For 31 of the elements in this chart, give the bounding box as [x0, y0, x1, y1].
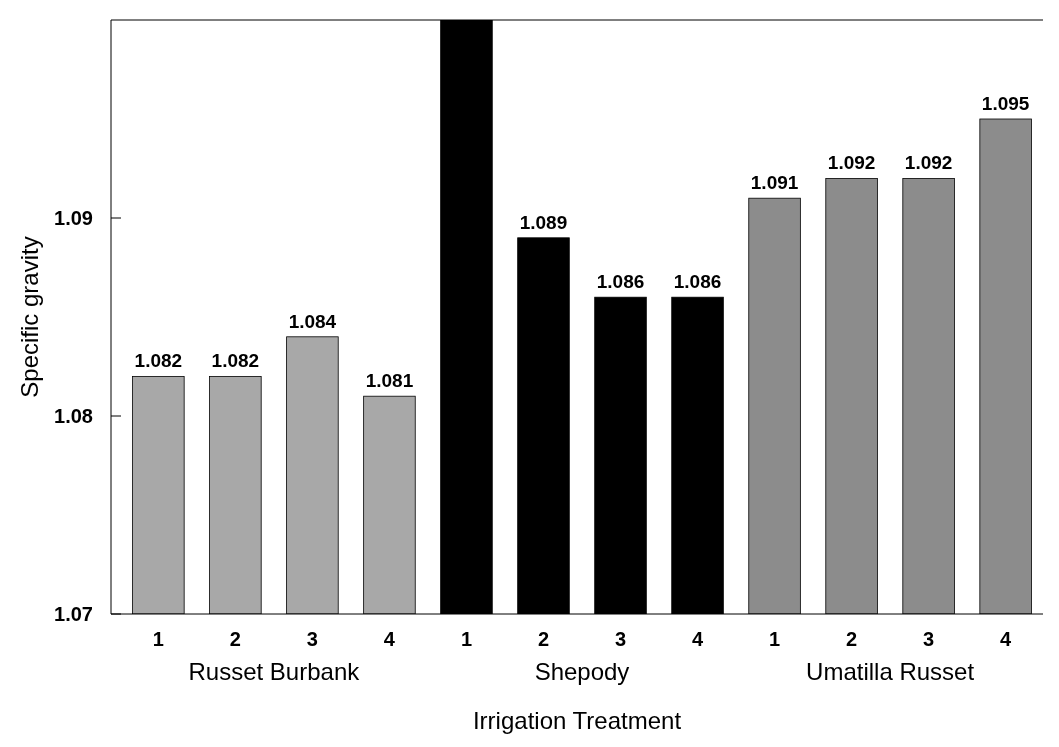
x-tick-label: 1: [460, 628, 473, 650]
x-tick-label: 4: [691, 628, 704, 650]
y-tick-label: 1.09: [54, 207, 93, 229]
x-tick-label: 1: [152, 628, 164, 650]
x-tick-label: 3: [306, 628, 318, 650]
x-tick-label: 2: [846, 628, 858, 650]
data-label: 1.095: [981, 93, 1030, 114]
x-tick-label: 4: [1000, 628, 1013, 650]
data-label: 1.081: [365, 370, 414, 392]
x-axis-title: Irrigation Treatment: [472, 707, 682, 734]
y-axis-title: Specific gravity: [16, 236, 43, 398]
x-tick-label: 1: [769, 628, 781, 650]
data-label: 1.082: [211, 350, 260, 372]
x-tick-label: 2: [537, 628, 550, 650]
y-tick-label: 1.08: [54, 405, 93, 427]
data-label: 1.092: [904, 152, 953, 174]
text: Russet Burbank: [188, 658, 361, 685]
x-tick-label: 3: [923, 628, 935, 650]
text: Shepody: [534, 658, 630, 685]
data-label: 1.084: [288, 310, 337, 332]
data-label: 1.091: [750, 172, 799, 194]
y-tick-label: 1.07: [54, 603, 93, 625]
data-label: 1.086: [596, 271, 645, 293]
x-tick-label: 3: [614, 628, 627, 650]
data-label: 1.086: [673, 271, 722, 293]
data-label: 1.082: [134, 350, 183, 372]
x-tick-label: 4: [383, 628, 396, 650]
text: Umatilla Russet: [806, 658, 975, 685]
x-tick-label: 2: [229, 628, 241, 650]
data-label: 1.092: [827, 152, 876, 174]
data-label: 1.089: [519, 211, 568, 233]
